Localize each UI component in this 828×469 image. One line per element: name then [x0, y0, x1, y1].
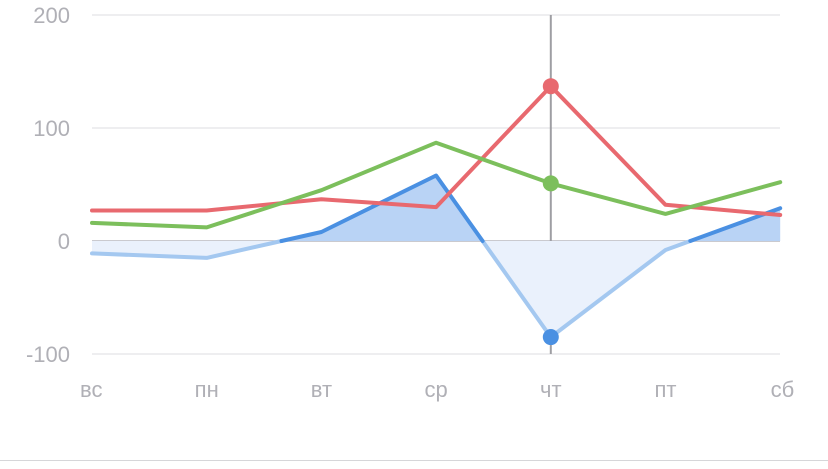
- highlight-point: [542, 78, 559, 95]
- x-tick-label: пт: [655, 377, 677, 402]
- highlight-point: [542, 175, 559, 192]
- y-tick-label: 0: [58, 229, 70, 254]
- highlight-point: [542, 329, 559, 346]
- series-line-green: [90, 140, 783, 230]
- x-tick-label: вт: [311, 377, 332, 402]
- x-tick-label: вс: [80, 377, 102, 402]
- y-tick-label: -100: [26, 342, 70, 367]
- x-tick-label: сб: [771, 377, 795, 402]
- series-line-negative: [480, 239, 693, 340]
- x-tick-label: пн: [195, 377, 219, 402]
- bottom-divider: [0, 460, 828, 461]
- y-tick-label: 100: [33, 116, 70, 141]
- x-tick-label: чт: [540, 377, 562, 402]
- area-fill-positive: [281, 175, 483, 241]
- series-line-red: [90, 84, 783, 217]
- series-line-negative: [90, 239, 284, 260]
- x-tick-label: ср: [424, 377, 447, 402]
- y-tick-label: 200: [33, 3, 70, 28]
